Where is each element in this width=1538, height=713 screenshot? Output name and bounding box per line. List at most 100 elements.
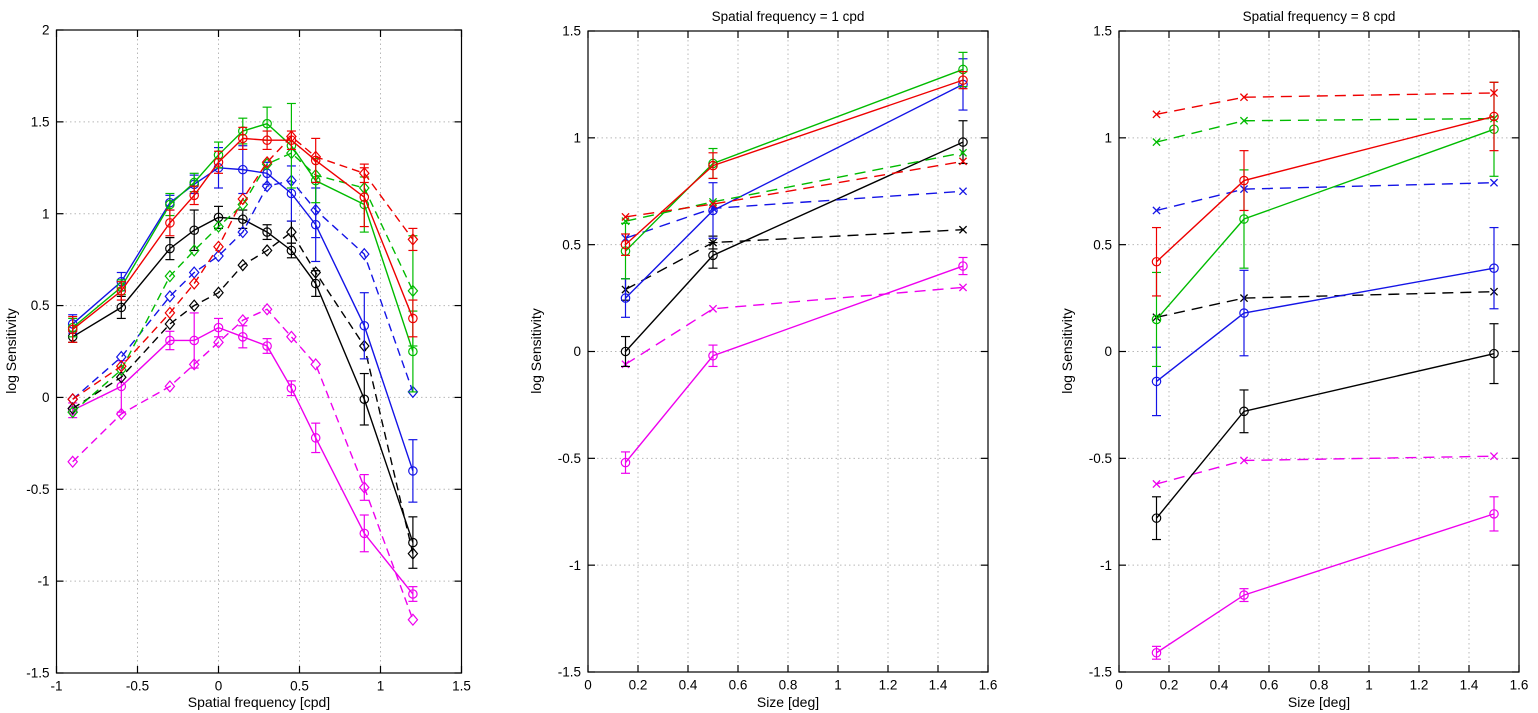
series-blue-solid-line (1156, 267, 1495, 382)
x-tick-label: -1 (50, 679, 62, 694)
x-tick-label: 1 (1365, 678, 1373, 693)
x-tick-label: 0.5 (290, 679, 309, 694)
series-black-dashed-line (72, 231, 414, 554)
series-blue-dashed (621, 187, 968, 243)
y-tick-label: -1.5 (26, 666, 49, 681)
series-magenta-solid (1151, 496, 1499, 660)
series-black-solid-line (1155, 352, 1495, 519)
labels-layer: Spatial frequency [cpd] log Sensitivity … (3, 9, 1395, 710)
y-tick-label: 0 (573, 344, 581, 359)
x-tick-label: 1.2 (879, 678, 898, 693)
y-tick-label: 1.5 (31, 114, 50, 129)
series-magenta-dashed-line (72, 308, 414, 620)
plot2-xlabel: Size [deg] (757, 694, 819, 710)
series-green-dashed-line (72, 152, 414, 413)
y-tick-label: 1 (573, 130, 581, 145)
y-tick-label: -0.5 (26, 482, 49, 497)
series-magenta-dashed-line (1156, 455, 1495, 485)
series-black-dashed-line (1156, 290, 1495, 318)
y-tick-label: -1.5 (558, 665, 581, 680)
x-tick-label: 1 (834, 678, 842, 693)
y-tick-label: 0.5 (562, 237, 581, 252)
series-magenta-solid-line (72, 326, 414, 595)
series-magenta-solid (67, 312, 418, 602)
x-tick-label: -0.5 (126, 679, 149, 694)
grid (1119, 31, 1519, 672)
series-magenta-dashed (621, 283, 968, 369)
series-blue-solid-line (72, 167, 414, 472)
plot2-title: Spatial frequency = 1 cpd (712, 9, 865, 24)
y-tick-label: 0.5 (1093, 237, 1112, 252)
series-magenta-solid-line (1156, 513, 1495, 654)
series-red-solid-line (1156, 115, 1495, 263)
x-tick-label: 0 (215, 679, 223, 694)
series-green-solid (1151, 81, 1499, 368)
y-tick-label: 0 (1104, 344, 1112, 359)
series-blue-solid (620, 58, 968, 318)
y-tick-label: -0.5 (1089, 451, 1112, 466)
plot1-ylabel: log Sensitivity (3, 308, 19, 394)
y-tick-label: -1 (37, 574, 49, 589)
plot-frame (587, 30, 989, 673)
plot-frame (1118, 30, 1520, 673)
grid (56, 30, 462, 673)
series-red-dashed-line (625, 160, 964, 218)
y-tick-label: -0.5 (558, 451, 581, 466)
series-green-solid-line (1155, 128, 1495, 320)
tick-labels: 0 0.2 0.4 0.6 0.8 1 1.2 1.4 1.6 -1.5 -1 -0.5 0 0.5 1 1.… (1089, 24, 1529, 693)
series-green-solid (620, 51, 968, 280)
series-black-solid-line (72, 216, 414, 543)
series-magenta-solid-line (624, 265, 964, 464)
series-red-solid (67, 126, 418, 343)
series-red-solid (620, 70, 968, 256)
y-tick-label: 2 (42, 23, 50, 38)
x-tick-label: 0.6 (1260, 678, 1279, 693)
series-green-solid-line (625, 68, 964, 252)
y-tick-label: 1 (1104, 130, 1112, 145)
x-tick-label: 0.8 (1310, 678, 1329, 693)
x-tick-label: 0.8 (779, 678, 798, 693)
series-magenta-dashed-line (625, 286, 964, 365)
series-blue-solid-line (625, 83, 964, 299)
plot-3: 0 0.2 0.4 0.6 0.8 1 1.2 1.4 1.6 -1.5 -1 -0.5 0 0.5 1 1.… (1089, 24, 1529, 693)
y-tick-label: 1 (42, 206, 50, 221)
x-tick-label: 0.6 (729, 678, 748, 693)
plot1-xlabel: Spatial frequency [cpd] (188, 694, 330, 710)
series-black-dashed (1152, 287, 1499, 322)
series-blue-dashed (1152, 178, 1499, 215)
x-tick-label: 0.2 (1160, 678, 1179, 693)
plot3-ylabel: log Sensitivity (1059, 308, 1075, 394)
x-tick-label: 0 (1115, 678, 1123, 693)
x-tick-label: 0.4 (679, 678, 698, 693)
grid (588, 31, 988, 672)
y-tick-label: 0 (42, 390, 50, 405)
series-red-dashed-line (72, 135, 414, 400)
series-black-solid (620, 120, 968, 368)
series-green-dashed (1152, 114, 1499, 147)
plot-2: 0 0.2 0.4 0.6 0.8 1 1.2 1.4 1.6 -1.5 -1 -0.5 0 0.5 1 1.… (558, 24, 998, 693)
series-red-dashed (1152, 88, 1499, 119)
series-red-dashed (621, 157, 968, 221)
series-black-dashed (621, 225, 968, 301)
x-tick-label: 0 (584, 678, 592, 693)
series-red-solid-line (72, 137, 414, 331)
series-green-dashed-line (1156, 117, 1495, 143)
series-black-dashed-line (625, 229, 964, 291)
y-tick-label: -1 (569, 558, 581, 573)
series-green-dashed (621, 148, 968, 226)
x-tick-label: 1.6 (1510, 678, 1529, 693)
series-red-solid-line (625, 79, 964, 246)
x-tick-label: 1.4 (929, 678, 948, 693)
x-tick-label: 1.6 (979, 678, 998, 693)
series-green-dashed-line (625, 152, 964, 222)
series-magenta-solid (620, 256, 968, 474)
series-red-solid (1151, 81, 1499, 297)
y-tick-label: 0.5 (31, 298, 50, 313)
series-black-solid-line (624, 141, 964, 352)
series-red-dashed (67, 130, 419, 406)
x-tick-label: 1.5 (452, 679, 471, 694)
plot3-xlabel: Size [deg] (1288, 694, 1350, 710)
series-red-dashed-line (1156, 92, 1495, 116)
series-blue-solid (1151, 226, 1499, 417)
